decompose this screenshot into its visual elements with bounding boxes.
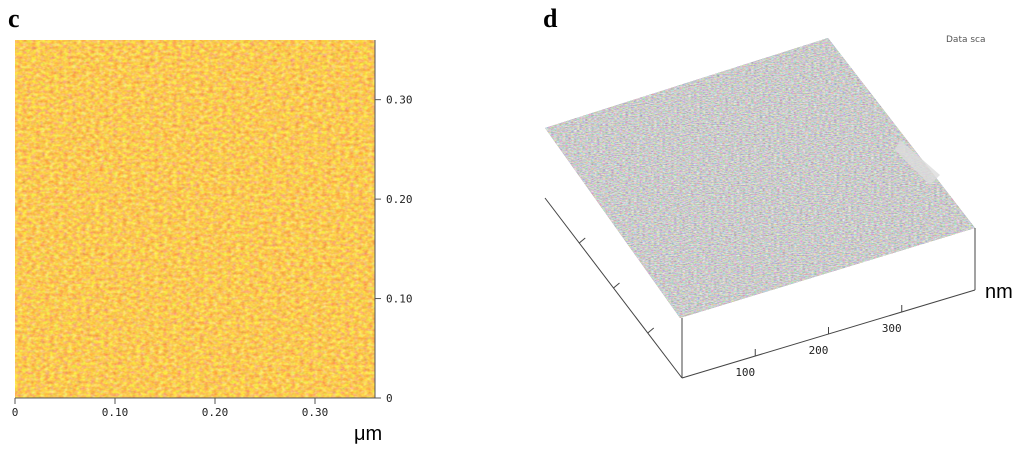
surface-unit-label: nm xyxy=(985,281,1013,303)
heatmap-y-ticks: 0 0.10 0.20 0.30 xyxy=(375,94,413,405)
surface-left-tick-mark xyxy=(647,327,655,334)
surface-texture xyxy=(545,38,975,318)
surface-tick-label: 100 xyxy=(735,366,755,379)
corner-data-label: Data sca xyxy=(946,35,986,45)
heatmap-texture xyxy=(15,40,375,398)
y-tick-label: 0.20 xyxy=(386,193,413,206)
surface-tick-label: 300 xyxy=(882,322,902,335)
x-tick-label: 0.30 xyxy=(302,406,329,419)
panel-label-d: d xyxy=(543,4,558,33)
y-tick-label: 0.30 xyxy=(386,94,413,107)
x-tick-label: 0.20 xyxy=(202,406,229,419)
y-tick-label: 0.10 xyxy=(386,293,413,306)
surface-tick-label: 200 xyxy=(809,344,829,357)
surface-x-ticks: 100 200 300 xyxy=(735,305,903,379)
surface-left-tick-mark xyxy=(613,282,620,289)
y-tick-label: 0 xyxy=(386,392,393,405)
surface-plot xyxy=(545,38,975,318)
heatmap-x-ticks: 0 0.10 0.20 0.30 xyxy=(12,398,329,419)
x-unit-label: μm xyxy=(354,423,382,445)
afm-heatmap xyxy=(15,40,375,398)
x-tick-label: 0 xyxy=(12,406,19,419)
surface-left-ticks xyxy=(578,237,655,334)
panel-label-c: c xyxy=(8,4,20,33)
surface-left-tick-mark xyxy=(578,237,586,244)
surface-shadow-edge xyxy=(895,140,940,185)
x-tick-label: 0.10 xyxy=(102,406,129,419)
